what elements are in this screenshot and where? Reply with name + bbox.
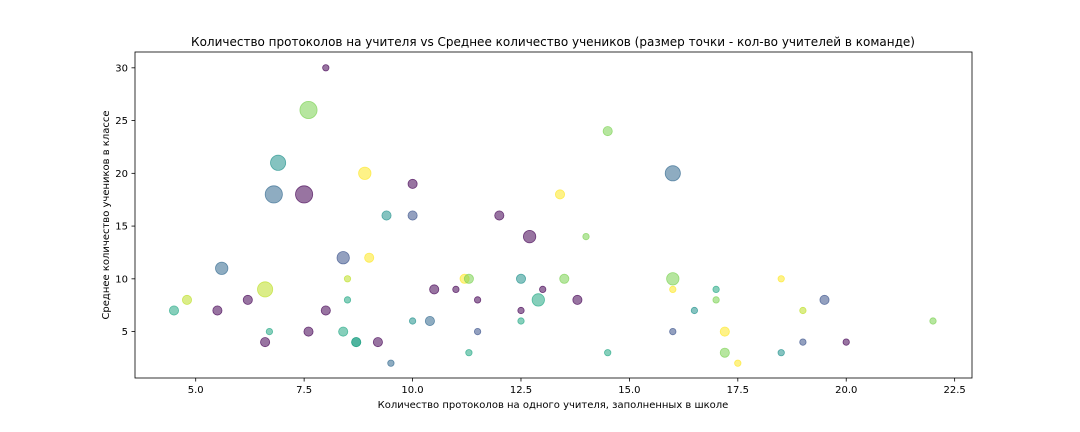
data-point (336, 251, 350, 265)
data-point (473, 296, 482, 304)
x-tick-label: 10.0 (401, 385, 423, 396)
y-axis-label: Среднее количество учеников в классе (101, 110, 112, 319)
data-point (407, 210, 418, 221)
x-tick-label: 12.5 (510, 385, 532, 396)
data-point (387, 359, 395, 367)
data-point (719, 326, 730, 337)
data-point (265, 327, 273, 336)
data-point (572, 294, 583, 305)
data-point (555, 189, 566, 200)
data-point (669, 327, 677, 336)
data-point (522, 230, 537, 244)
data-point (407, 178, 418, 189)
data-point (690, 306, 699, 315)
data-point (424, 315, 435, 326)
data-point (242, 294, 253, 305)
data-point (604, 349, 612, 357)
y-tick-label: 10 (115, 274, 128, 285)
y-axis-ticks: 5 10 15 20 25 30 (115, 63, 135, 338)
data-point (351, 337, 362, 348)
x-axis-label: Количество протоколов на одного учителя,… (378, 400, 729, 411)
data-point (473, 327, 482, 336)
data-point (372, 337, 383, 348)
plot-area (135, 52, 972, 378)
data-point (531, 293, 545, 307)
data-point (303, 326, 314, 337)
data-point (539, 285, 547, 293)
data-point (295, 185, 314, 204)
x-axis-ticks: 5.0 7.5 10.0 12.5 15.0 17.5 20.0 22.5 (188, 378, 966, 396)
data-point (602, 126, 613, 137)
data-point (719, 347, 730, 358)
data-point (799, 338, 807, 346)
data-point (517, 306, 525, 315)
data-point (264, 185, 283, 204)
data-point (494, 210, 505, 221)
data-point (343, 275, 352, 283)
data-point (320, 305, 331, 316)
data-point (666, 272, 680, 286)
points-layer (168, 64, 937, 367)
data-point (181, 294, 192, 305)
data-point (516, 273, 527, 284)
x-tick-label: 17.5 (727, 385, 749, 396)
y-tick-label: 5 (122, 327, 128, 338)
data-point (734, 359, 742, 367)
data-point (582, 233, 590, 241)
y-tick-label: 25 (115, 116, 128, 127)
data-point (257, 281, 274, 298)
y-tick-label: 30 (115, 63, 128, 74)
data-point (381, 210, 392, 221)
data-point (168, 305, 179, 316)
data-point (463, 273, 474, 284)
x-tick-label: 20.0 (835, 385, 857, 396)
data-point (664, 165, 681, 182)
data-point (777, 349, 785, 357)
data-point (559, 273, 570, 284)
data-point (929, 317, 937, 325)
data-point (322, 64, 330, 72)
chart-title: Количество протоколов на учителя vs Сред… (191, 35, 915, 49)
data-point (338, 326, 349, 337)
data-point (842, 338, 850, 346)
x-tick-label: 7.5 (296, 385, 312, 396)
y-tick-label: 15 (115, 222, 128, 233)
x-tick-label: 22.5 (944, 385, 966, 396)
data-point (777, 275, 785, 283)
x-tick-label: 5.0 (188, 385, 204, 396)
data-point (358, 166, 372, 180)
data-point (343, 296, 352, 304)
data-point (429, 284, 440, 295)
data-point (712, 296, 720, 304)
data-point (408, 317, 417, 325)
data-point (712, 285, 720, 293)
data-point (819, 294, 830, 305)
data-point (299, 101, 318, 120)
data-point (270, 154, 287, 171)
plot-frame (134, 51, 973, 379)
data-point (517, 317, 525, 325)
data-point (212, 305, 223, 316)
data-point (669, 285, 677, 293)
data-point (452, 285, 460, 293)
data-point (364, 252, 375, 263)
data-point (215, 261, 229, 275)
y-tick-label: 20 (115, 169, 128, 180)
x-tick-label: 15.0 (618, 385, 640, 396)
data-point (465, 349, 473, 357)
data-point (799, 306, 807, 315)
data-point (260, 337, 271, 348)
